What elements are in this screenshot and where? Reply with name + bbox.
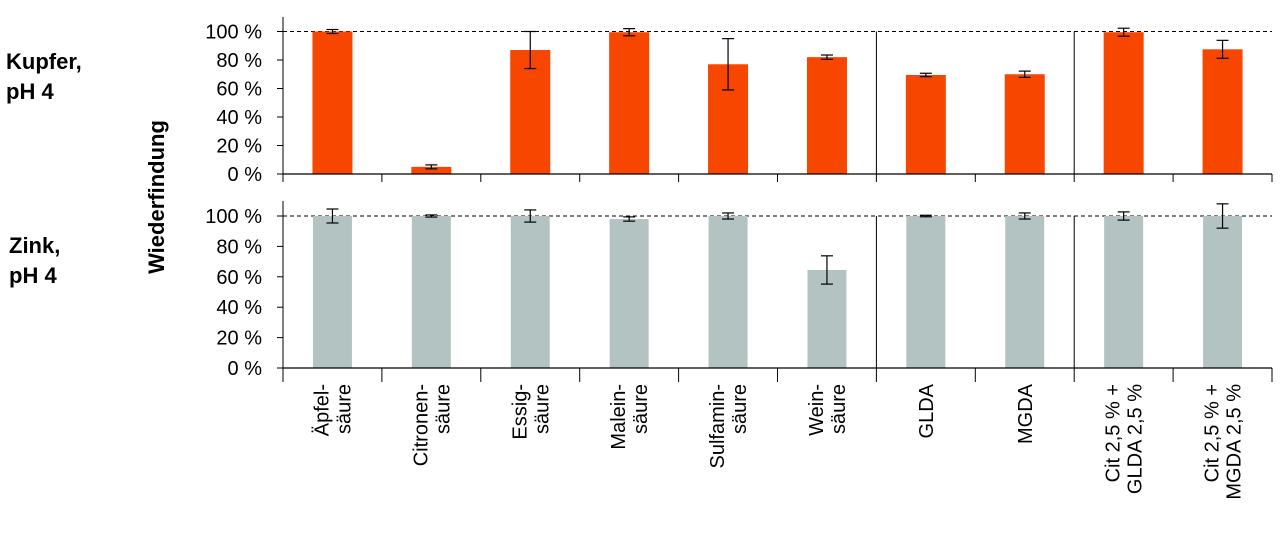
x-category-label-line: säure [630, 384, 652, 434]
y-tick-label: 0 % [228, 164, 263, 186]
panel-label-zink-line2: pH 4 [9, 263, 57, 288]
bar [312, 216, 352, 368]
x-category-label-line: Sulfamin- [707, 384, 729, 468]
bar [1104, 216, 1144, 368]
x-category-label: Äpfel-säure [311, 384, 355, 436]
x-category-label-line: Äpfel- [311, 384, 333, 436]
x-category-label: Cit 2,5 % + MGDA 2,5 % [1202, 384, 1246, 500]
bar [510, 216, 550, 368]
x-category-label-line: Citronen- [410, 384, 432, 466]
x-category-label-line: Cit 2,5 % + [1202, 384, 1224, 482]
y-tick-label: 80 % [216, 50, 262, 72]
panel-1: 0 % 20 % 40 % 60 % 80 % 100 % [205, 201, 1273, 382]
x-category-label: GLDA [916, 383, 938, 438]
x-category-label-line: Wein- [806, 384, 828, 436]
y-tick-label: 100 % [205, 206, 262, 228]
x-category-label-line: MGDA 2,5 % [1224, 384, 1246, 500]
x-category-label-line: säure [531, 384, 553, 434]
bar [807, 269, 847, 368]
bar [1005, 216, 1045, 368]
x-category-label: Cit 2,5 % + GLDA 2,5 % [1103, 384, 1147, 494]
x-category-label: Citronen-säure [410, 384, 454, 466]
bar [411, 216, 451, 368]
y-axis-label: Wiederfindung [144, 120, 169, 274]
x-category-label-line: Malein- [608, 384, 630, 450]
bar [1103, 32, 1144, 175]
x-category-label: Malein-säure [608, 384, 652, 450]
x-category-label-line: GLDA 2,5 % [1125, 384, 1147, 494]
bar [510, 50, 551, 174]
panel-0: 0 % 20 % 40 % 60 % 80 % 100 % [205, 17, 1273, 186]
bar [1203, 216, 1243, 368]
bar [609, 32, 650, 175]
bar [312, 31, 353, 174]
panel-label-zink-line1: Zink, [9, 233, 60, 258]
y-tick-label: 40 % [216, 297, 262, 319]
x-category-label-line: säure [432, 384, 454, 434]
bar [1004, 74, 1045, 174]
bar [1202, 49, 1243, 174]
y-tick-label: 100 % [205, 22, 262, 44]
panel-label-kupfer-line2: pH 4 [6, 79, 54, 104]
bar [609, 219, 649, 368]
panel-label-kupfer-line1: Kupfer, [6, 49, 82, 74]
bar [708, 216, 748, 368]
bar [806, 57, 847, 174]
x-category-label-line: GLDA [916, 383, 938, 438]
y-tick-label: 80 % [216, 236, 262, 258]
bar [906, 216, 946, 368]
x-category-label-line: säure [729, 384, 751, 434]
x-category-label-line: Cit 2,5 % + [1103, 384, 1125, 482]
y-tick-label: 60 % [216, 79, 262, 101]
y-tick-label: 40 % [216, 107, 262, 129]
bar [411, 166, 452, 174]
x-category-label-line: säure [828, 384, 850, 434]
x-category-label: MGDA [1015, 383, 1037, 444]
y-tick-label: 0 % [228, 358, 263, 380]
x-category-label-line: Essig- [509, 384, 531, 440]
bar [905, 74, 946, 174]
x-category-label-line: MGDA [1015, 383, 1037, 444]
x-category-label-line: säure [333, 384, 355, 434]
y-tick-label: 60 % [216, 267, 262, 289]
y-tick-label: 20 % [216, 136, 262, 158]
x-category-label: Essig-säure [509, 384, 553, 440]
x-category-label: Sulfamin-säure [707, 384, 751, 468]
y-tick-label: 20 % [216, 328, 262, 350]
x-category-label: Wein-säure [806, 384, 850, 436]
